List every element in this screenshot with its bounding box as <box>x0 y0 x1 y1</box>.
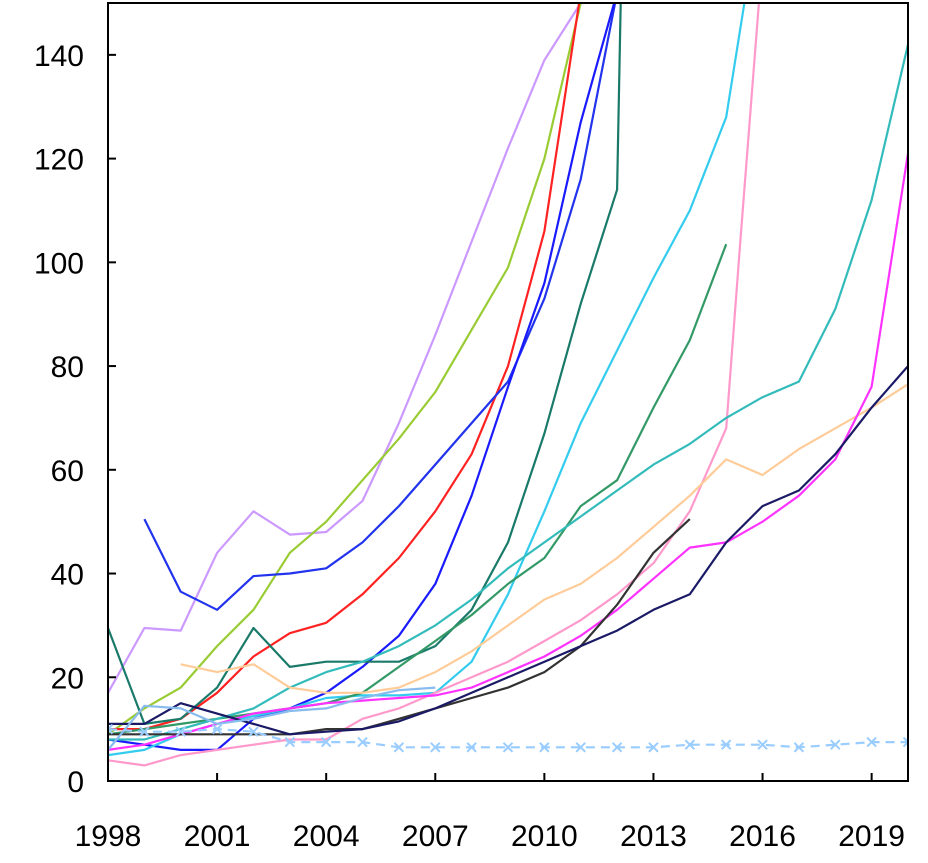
series-16-marker-19 <box>757 739 768 750</box>
x-tick-label-2004: 2004 <box>293 820 360 853</box>
series-line-7 <box>108 3 746 757</box>
series-line-15 <box>108 686 436 751</box>
axis-layer: 1998 2001 2004 2007 2010 2013 2016 2019 0 20 40 60 8… <box>34 40 905 853</box>
x-tick-label-2010: 2010 <box>511 820 578 853</box>
series-16-marker-11 <box>466 742 477 753</box>
series-16-marker-1 <box>108 723 114 735</box>
series-16-marker-5 <box>248 726 259 737</box>
series-16-marker-18 <box>720 739 732 750</box>
series-16-marker-13 <box>539 742 550 753</box>
y-tick-label-20: 20 <box>51 662 84 695</box>
y-tick-label-120: 120 <box>34 144 84 177</box>
x-tick-label-2001: 2001 <box>184 820 251 853</box>
series-line-1 <box>108 3 582 694</box>
series-16-marker-23 <box>902 736 908 748</box>
series-16-marker-15 <box>611 742 623 753</box>
series-line-5 <box>108 3 616 752</box>
y-tick-label-0: 0 <box>67 766 84 799</box>
x-tick-label-2019: 2019 <box>838 820 905 853</box>
series-16-marker-22 <box>866 736 877 748</box>
series-line-16 <box>108 727 908 749</box>
series-line-3 <box>108 3 581 731</box>
series-line-6 <box>108 3 622 726</box>
series-16-marker-20 <box>793 742 805 753</box>
x-tick-label-2013: 2013 <box>620 820 687 853</box>
series-line-11 <box>180 383 908 694</box>
plot-frame <box>107 2 909 782</box>
series-line-2 <box>108 3 582 736</box>
y-tick-label-80: 80 <box>51 351 84 384</box>
series-16-marker-3 <box>175 726 186 737</box>
series-16-marker-14 <box>575 742 586 753</box>
y-tick-label-40: 40 <box>51 559 84 592</box>
series-16-marker-6 <box>284 736 296 748</box>
series-16-marker-4 <box>211 723 223 735</box>
series-line-13 <box>108 518 691 736</box>
series-16-marker-7 <box>320 736 332 748</box>
series-16-marker-12 <box>502 742 514 753</box>
series-16-marker-17 <box>684 739 696 750</box>
x-tick-label-2016: 2016 <box>729 820 796 853</box>
series-16-marker-21 <box>830 739 841 750</box>
series-line-4 <box>143 3 617 611</box>
series-line-8 <box>108 3 760 767</box>
series-16-marker-2 <box>139 726 150 737</box>
y-tick-label-140: 140 <box>34 40 84 73</box>
x-tick-label-1998: 1998 <box>75 820 142 853</box>
series-16-marker-8 <box>357 736 368 748</box>
series-line-10 <box>108 44 908 741</box>
series-16-marker-9 <box>393 742 405 753</box>
series-line-14 <box>108 365 908 736</box>
series-16-marker-10 <box>430 742 441 753</box>
series-16-marker-16 <box>648 742 659 753</box>
y-tick-label-100: 100 <box>34 247 84 280</box>
y-tick-label-60: 60 <box>51 455 84 488</box>
series-line-12 <box>108 153 908 751</box>
x-tick-label-2007: 2007 <box>402 820 469 853</box>
series-layer <box>108 3 908 767</box>
